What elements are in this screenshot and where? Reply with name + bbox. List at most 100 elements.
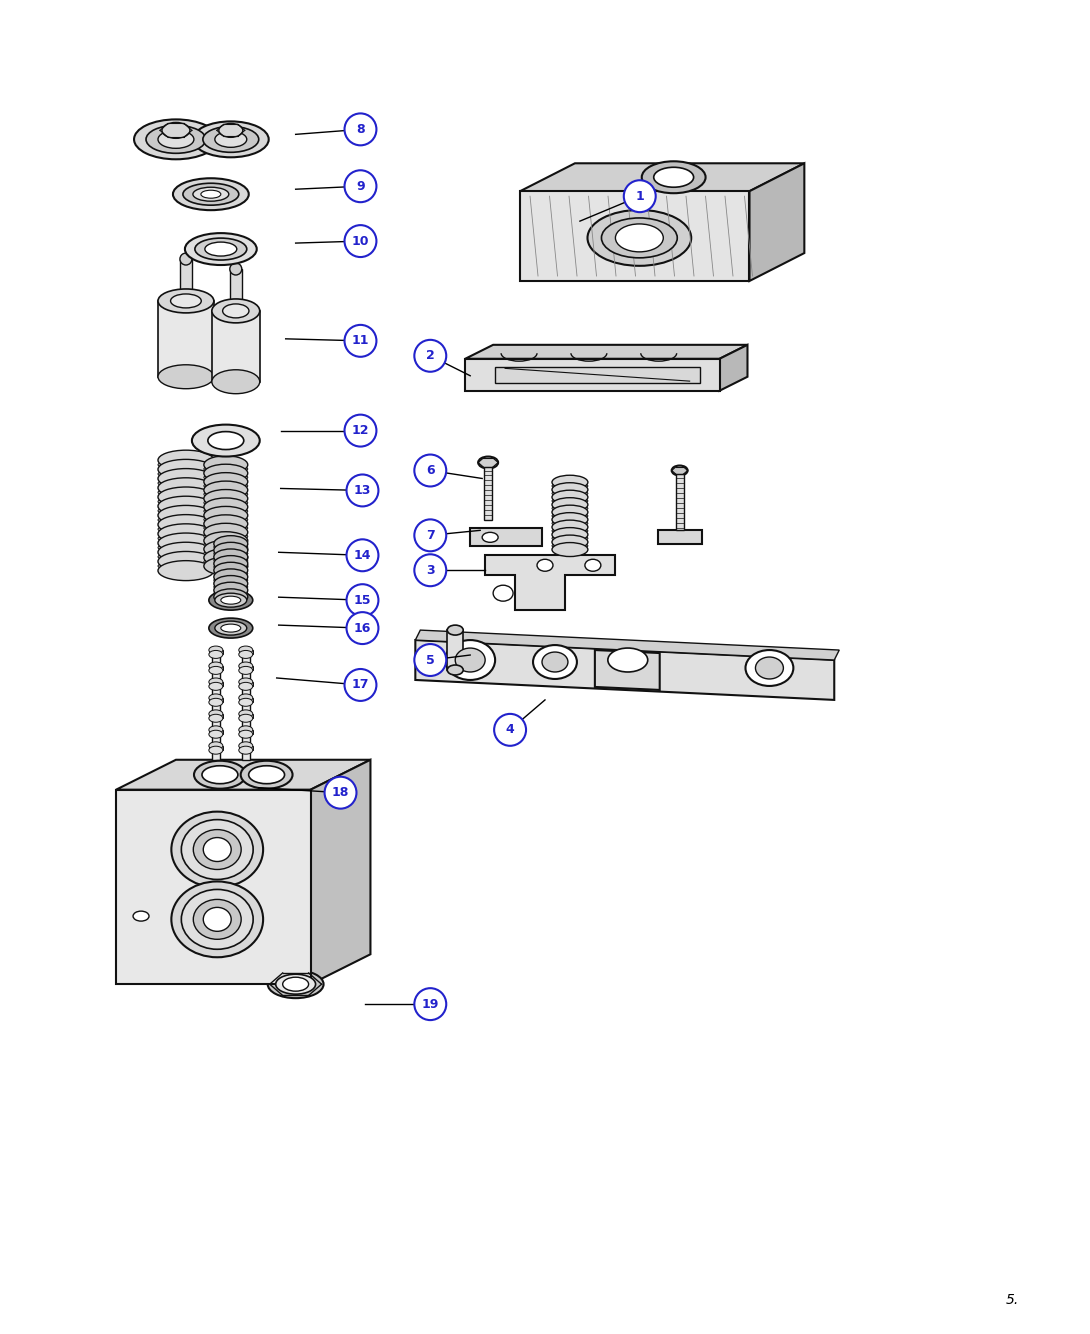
Ellipse shape [204,507,247,516]
Polygon shape [465,344,748,359]
Text: 16: 16 [354,622,372,635]
Ellipse shape [239,742,253,750]
Polygon shape [520,163,804,191]
Polygon shape [719,344,748,391]
Ellipse shape [158,524,214,544]
Ellipse shape [215,594,246,607]
Ellipse shape [193,899,241,939]
Polygon shape [520,191,750,281]
Ellipse shape [445,640,495,680]
Polygon shape [242,648,250,760]
Ellipse shape [239,651,253,659]
Ellipse shape [203,127,258,152]
Ellipse shape [209,683,222,690]
Ellipse shape [204,474,247,482]
Text: 9: 9 [356,180,365,192]
Text: 5: 5 [426,654,435,667]
Text: 8: 8 [356,123,365,136]
Ellipse shape [552,506,588,519]
Ellipse shape [214,543,247,551]
Ellipse shape [552,520,588,534]
Ellipse shape [214,575,247,591]
Ellipse shape [204,464,247,482]
Ellipse shape [552,535,588,550]
Ellipse shape [158,506,214,516]
Text: 10: 10 [352,235,370,248]
Ellipse shape [194,760,246,788]
Ellipse shape [239,678,253,686]
Ellipse shape [214,590,247,598]
Ellipse shape [214,550,247,558]
Circle shape [344,225,376,257]
Ellipse shape [209,746,222,754]
Ellipse shape [209,678,222,686]
Text: 14: 14 [354,548,372,562]
Ellipse shape [158,470,214,479]
Ellipse shape [608,648,647,672]
Ellipse shape [158,289,214,313]
Ellipse shape [209,694,222,702]
Ellipse shape [209,618,253,638]
Ellipse shape [214,562,247,578]
Polygon shape [209,730,222,734]
Ellipse shape [222,304,249,317]
Ellipse shape [654,167,693,187]
Ellipse shape [239,714,253,722]
Ellipse shape [209,730,222,738]
Ellipse shape [204,498,247,516]
Polygon shape [211,648,220,760]
Ellipse shape [158,562,214,571]
Polygon shape [239,730,253,734]
Polygon shape [657,531,702,544]
Ellipse shape [552,483,588,496]
Ellipse shape [542,652,568,672]
Ellipse shape [162,123,190,139]
Text: 1: 1 [635,189,644,203]
Ellipse shape [158,515,214,535]
Ellipse shape [214,543,247,558]
Ellipse shape [193,121,269,157]
Polygon shape [239,682,253,687]
Polygon shape [595,650,659,690]
Ellipse shape [158,534,214,543]
Ellipse shape [209,742,222,750]
Ellipse shape [214,583,247,591]
Circle shape [347,539,378,571]
Ellipse shape [552,490,588,504]
Ellipse shape [552,512,588,519]
Polygon shape [470,528,542,547]
Ellipse shape [552,520,588,527]
Ellipse shape [204,548,247,558]
Ellipse shape [171,811,263,887]
Text: 2: 2 [426,350,435,363]
Ellipse shape [208,432,244,450]
Ellipse shape [195,237,246,260]
Ellipse shape [493,586,513,602]
Circle shape [344,668,376,700]
Ellipse shape [173,179,249,211]
Ellipse shape [552,528,588,542]
Ellipse shape [193,187,229,201]
Ellipse shape [158,478,214,498]
Ellipse shape [239,698,253,706]
Ellipse shape [181,890,253,950]
Circle shape [414,340,446,372]
Polygon shape [239,746,253,750]
Circle shape [344,113,376,145]
Ellipse shape [533,646,577,679]
Ellipse shape [456,648,485,672]
Ellipse shape [585,559,601,571]
Ellipse shape [552,543,588,550]
Ellipse shape [239,730,253,738]
Polygon shape [495,367,700,383]
Ellipse shape [158,506,214,526]
Polygon shape [415,640,834,700]
Ellipse shape [204,482,247,499]
Ellipse shape [203,838,231,862]
Ellipse shape [204,540,247,550]
Ellipse shape [221,596,241,604]
Ellipse shape [239,710,253,718]
Ellipse shape [616,224,664,252]
Ellipse shape [158,478,214,488]
Ellipse shape [552,512,588,527]
